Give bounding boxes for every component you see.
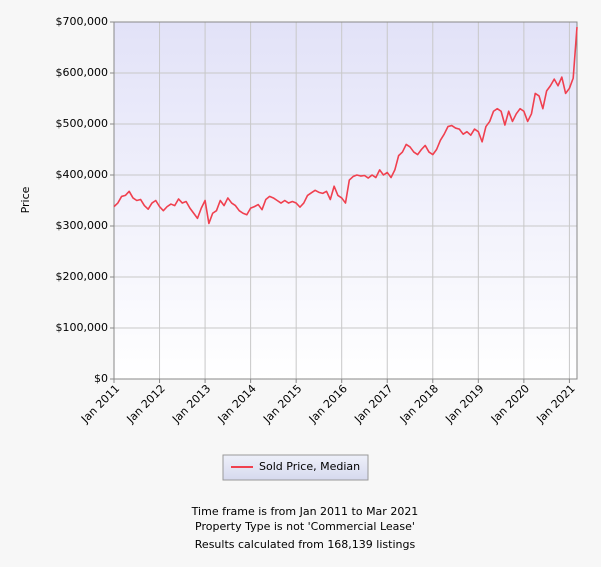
y-tick-label: $600,000 — [56, 66, 109, 79]
y-tick-label: $0 — [94, 372, 108, 385]
y-axis-label: Price — [19, 186, 32, 213]
x-tick-label: Jan 2012 — [124, 382, 168, 426]
footer-note: Time frame is from Jan 2011 to Mar 2021 — [191, 505, 419, 518]
footer-note: Results calculated from 168,139 listings — [195, 538, 416, 551]
data-line — [113, 27, 578, 225]
x-tick-label: Jan 2019 — [442, 382, 486, 426]
x-tick-label: Jan 2013 — [169, 382, 213, 426]
x-tick-label: Jan 2016 — [306, 382, 350, 426]
y-tick-label: $700,000 — [56, 15, 109, 28]
legend-label: Sold Price, Median — [259, 460, 360, 473]
y-tick-label: $200,000 — [56, 270, 109, 283]
x-tick-label: Jan 2018 — [397, 382, 441, 426]
footer-note: Property Type is not 'Commercial Lease' — [195, 520, 415, 533]
plot-border — [113, 21, 578, 380]
y-tick-label: $300,000 — [56, 219, 109, 232]
x-tick-label: Jan 2021 — [533, 382, 577, 426]
y-tick-label: $500,000 — [56, 117, 109, 130]
y-tick-label: $100,000 — [56, 321, 109, 334]
x-tick-label: Jan 2017 — [351, 382, 395, 426]
x-tick-label: Jan 2014 — [215, 382, 259, 426]
y-tick-label: $400,000 — [56, 168, 109, 181]
x-tick-label: Jan 2011 — [78, 382, 122, 426]
x-tick-label: Jan 2020 — [488, 382, 532, 426]
x-tick-label: Jan 2015 — [260, 382, 304, 426]
